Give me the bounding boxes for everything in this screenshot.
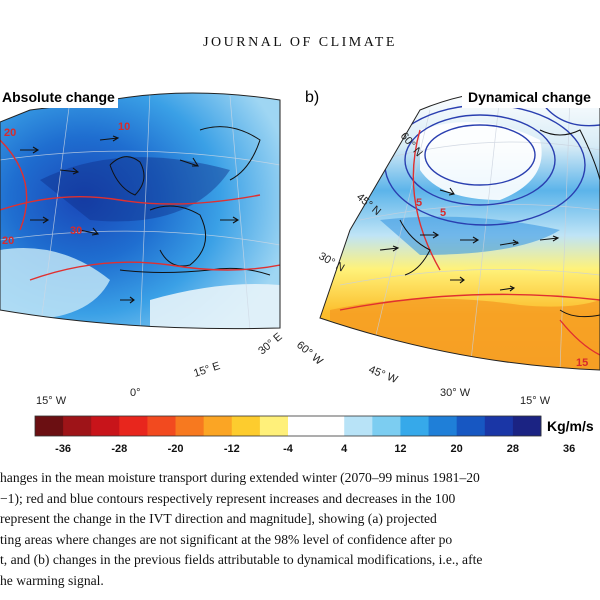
contour-label: 20 [4,127,16,139]
lon-label: 15° W [520,395,551,407]
lon-label: 45° W [367,364,400,387]
colorbar-cell [119,416,148,436]
panel-a-coastlines [109,126,271,276]
panel-b-contour-labels: 5 5 15 [416,197,588,369]
panel-b-title: Dynamical change [468,89,591,105]
lon-label: 0° [130,387,141,399]
colorbar-cell [456,416,486,436]
figure-caption: hanges in the mean moisture transport du… [0,468,600,591]
contour-label: 20 [2,235,14,247]
lon-label: 15° W [36,395,67,407]
panel-b-orange-band [330,298,600,370]
colorbar-cells [35,416,542,436]
panel-b-vectors [379,187,560,292]
contour-label: 5 [440,207,446,219]
lon-label: 30° W [440,387,471,399]
colorbar-units: Kg/m/s [547,418,594,434]
colorbar-cell [259,416,289,436]
panel-a-map: 20 10 30 20 70 Absolute change 15° W 0° … [0,86,285,407]
colorbar-cell [203,416,233,436]
colorbar-cell [35,416,64,436]
colorbar-cell [288,416,317,436]
colorbar-cell [512,416,542,436]
caption-line: ting areas where changes are not signifi… [0,531,453,547]
colorbar-cell [91,416,120,436]
panel-b-map: b) [294,86,600,407]
panel-a-grid [0,93,280,329]
panel-a-dark-core [40,157,230,222]
caption-line: t, and (b) changes in the previous field… [0,552,483,567]
panel-b-grid [339,93,600,370]
contour-label: 70 [14,315,26,327]
colorbar-ticks: -36 -28 -20 -12 -4 4 12 20 28 36 [55,443,575,455]
colorbar-cell [316,416,345,436]
colorbar-tick-label: 4 [341,443,348,455]
panel-a-white-patch [150,284,280,329]
colorbar-cell [428,416,458,436]
colorbar: -36 -28 -20 -12 -4 4 12 20 28 36 Kg/m/s [34,415,594,455]
colorbar-tick-label: 36 [563,443,575,455]
caption-line: he warming signal. [0,572,104,588]
panel-a-lon-labels: 15° W 0° 15° E 30° E [36,331,285,407]
colorbar-tick-label: 28 [507,443,519,455]
colorbar-tick-label: -12 [224,443,240,455]
figure: 20 10 30 20 70 Absolute change 15° W 0° … [0,86,600,455]
panel-a-title: Absolute change [2,89,115,105]
colorbar-cell [63,416,92,436]
contour-label: 10 [118,121,130,133]
panel-a-contour-labels: 20 10 30 20 70 [2,121,130,327]
colorbar-cell [231,416,261,436]
colorbar-cell [372,416,401,436]
caption-line: represent the change in the IVT directio… [0,511,437,526]
contour-label: 30 [70,225,82,237]
lon-label: 60° W [294,339,325,368]
colorbar-tick-label: -4 [283,443,294,455]
colorbar-cell [147,416,176,436]
caption-line: −1); red and blue contours respectively … [0,490,456,506]
colorbar-tick-label: 20 [451,443,463,455]
colorbar-tick-label: -36 [55,443,71,455]
caption-line: hanges in the mean moisture transport du… [0,470,480,485]
colorbar-cell [175,416,205,436]
colorbar-cell [400,416,429,436]
panel-b-letter: b) [305,89,319,106]
colorbar-cell [344,416,373,436]
colorbar-frame [34,415,542,437]
panel-a-title-box [0,86,118,108]
journal-header: JOURNAL OF CLIMATE [203,35,397,50]
panel-b-red-contours [339,129,600,356]
colorbar-tick-label: -20 [168,443,184,455]
panel-b-title-box [462,86,600,108]
panel-a-red-contours [0,139,280,281]
lon-label: 15° E [192,360,221,380]
panel-a-vectors [20,135,240,304]
contour-label: 15 [576,357,588,369]
panel-b-blue-band [380,216,560,255]
colorbar-tick-label: -28 [111,443,127,455]
colorbar-tick-label: 12 [394,443,406,455]
panel-b-coastlines [399,129,600,318]
contour-label: 5 [416,197,422,209]
lon-label: 30° E [256,331,284,358]
colorbar-cell [484,416,514,436]
